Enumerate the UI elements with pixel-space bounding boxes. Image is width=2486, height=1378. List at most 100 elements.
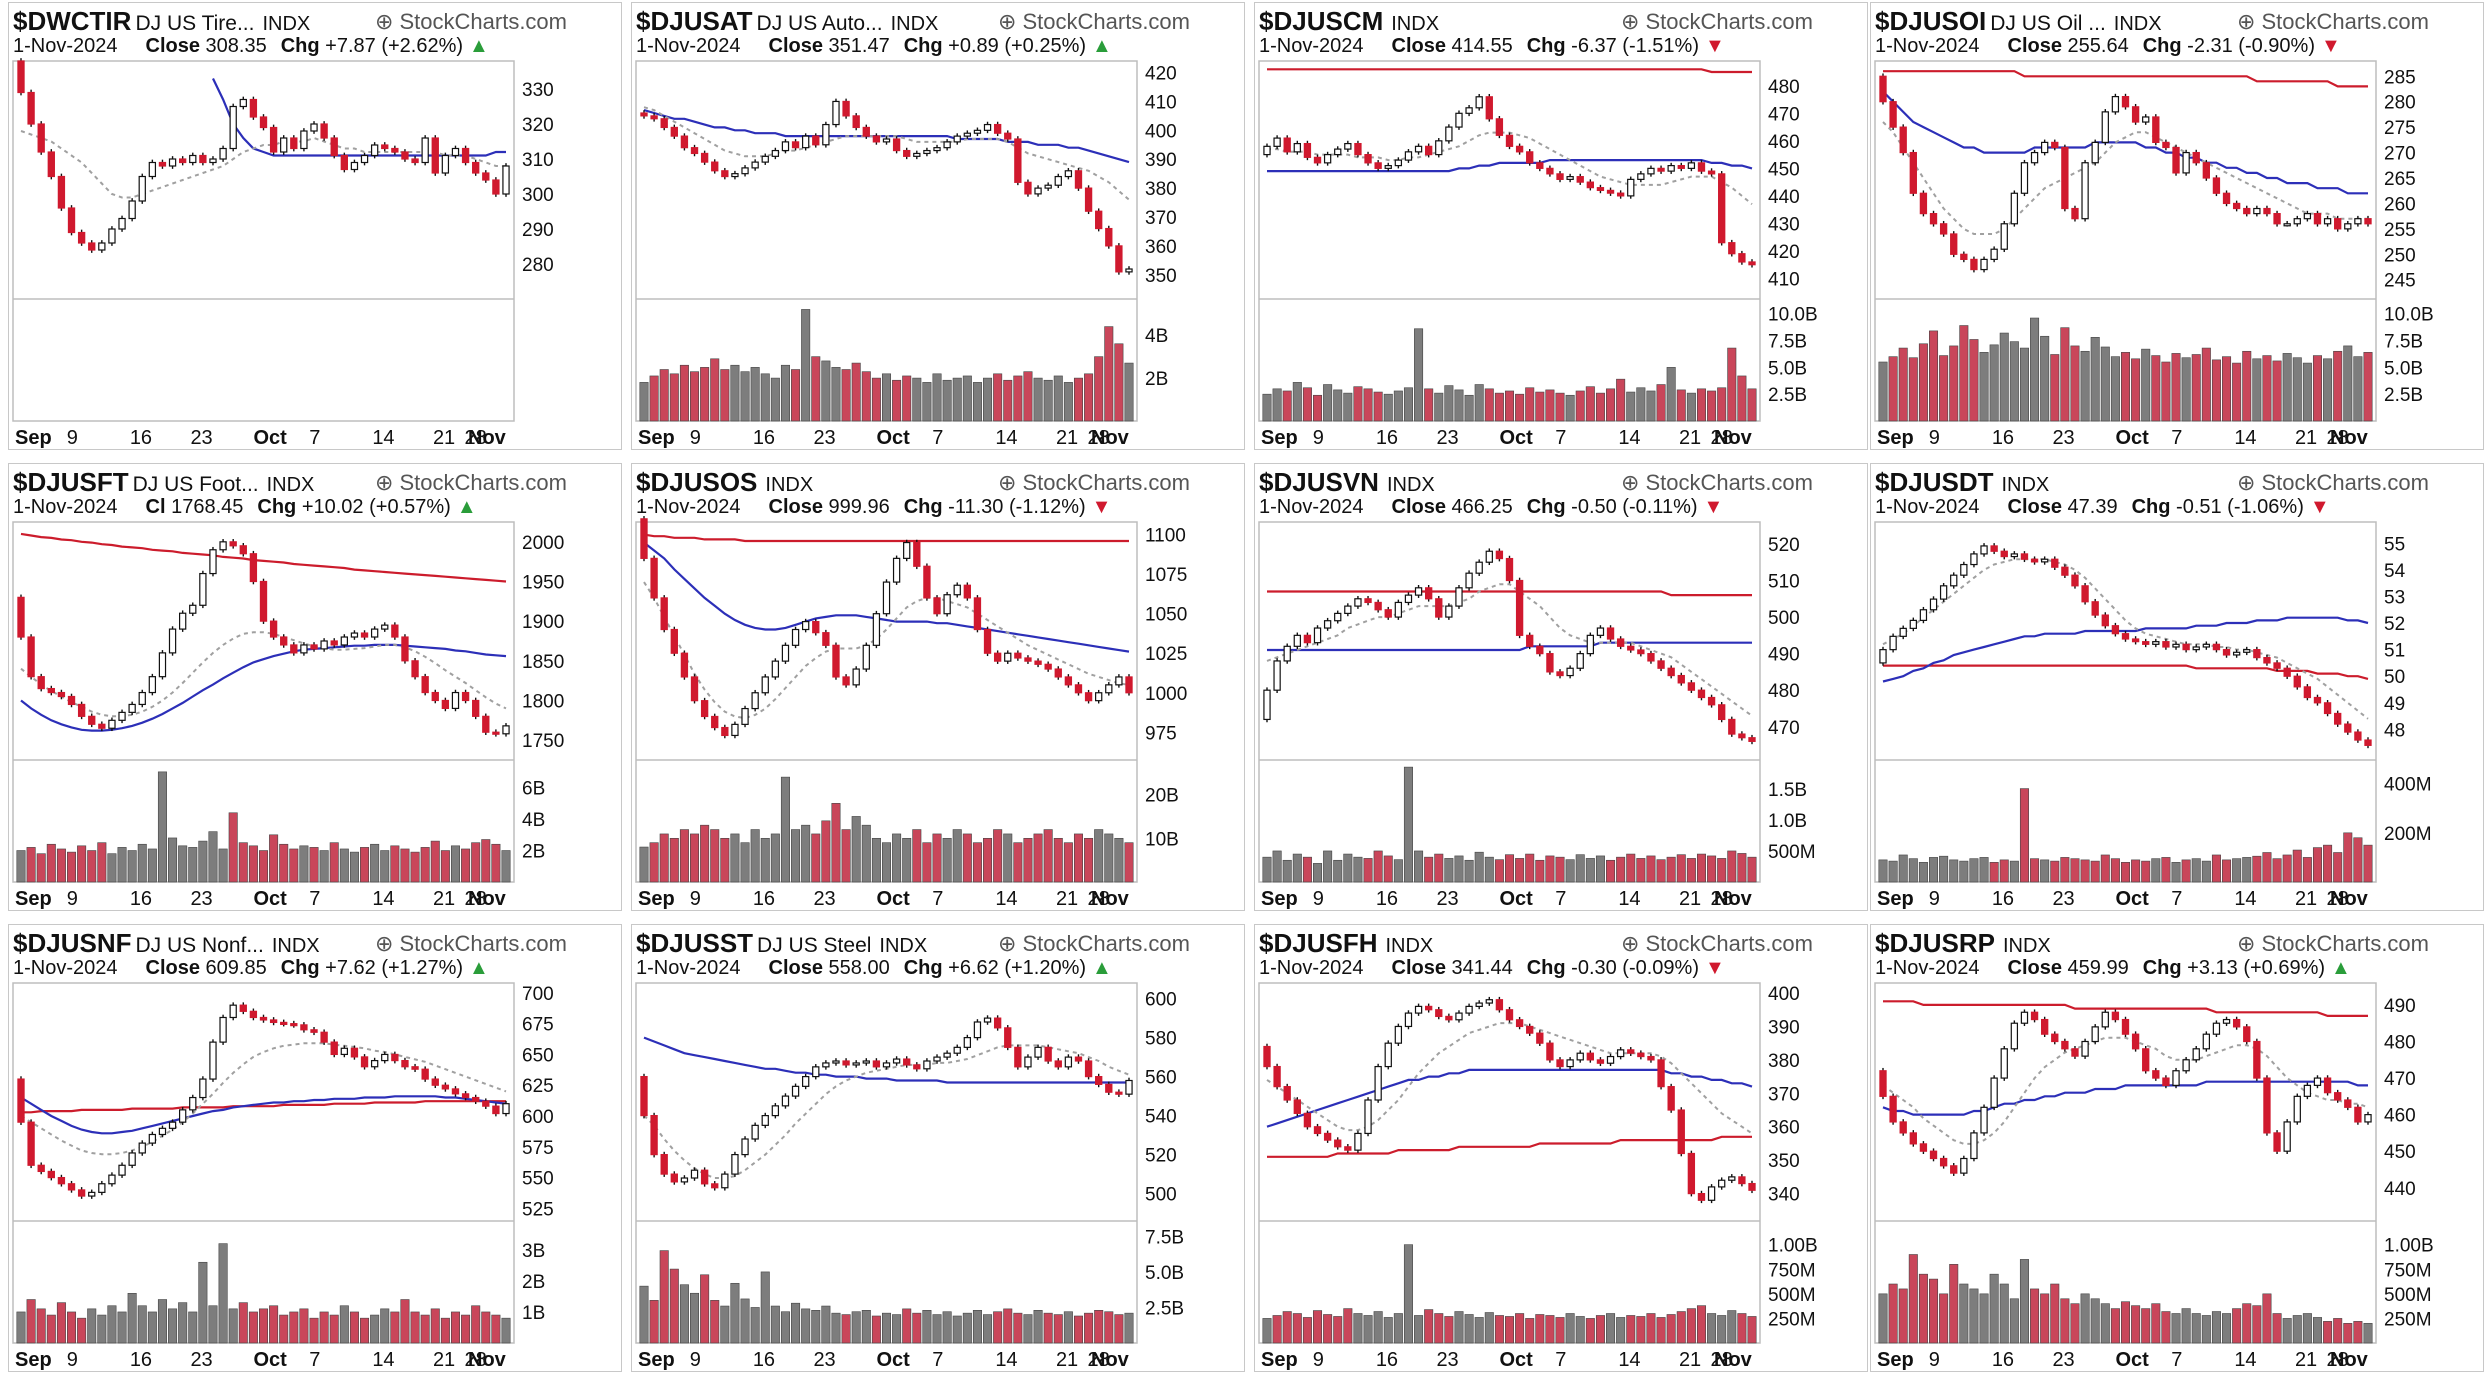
chart-panel-djusnf[interactable]: $DJUSNF DJ US Nonf... INDX ⊕ StockCharts.co… <box>8 924 622 1372</box>
candle <box>2192 644 2200 653</box>
candle <box>832 642 840 680</box>
candle <box>2010 190 2019 227</box>
chart-panel-djusdt[interactable]: $DJUSDT INDX ⊕ StockCharts.com 1-Nov-2024 Cl… <box>1870 463 2484 911</box>
volume-bar <box>639 382 649 422</box>
down-arrow-icon: ▼ <box>2321 35 2341 57</box>
chart-panel-djusvn[interactable]: $DJUSVN INDX ⊕ StockCharts.com 1-Nov-2024 Cl… <box>1254 463 1868 911</box>
chart-panel-djusfh[interactable]: $DJUSFH INDX ⊕ StockCharts.com 1-Nov-2024 Cl… <box>1254 924 1868 1372</box>
candle <box>2212 175 2221 197</box>
volume-bar <box>2323 844 2333 883</box>
candle <box>690 144 699 157</box>
x-tick-label: 28 <box>2326 888 2348 910</box>
volume-bar <box>1969 339 1979 422</box>
volume-tick-label: 1.00B <box>2384 1236 2434 1257</box>
volume-bar <box>1494 859 1504 883</box>
chart-panel-djusst[interactable]: $DJUSST DJ US Steel INDX ⊕ StockCharts.com 1… <box>631 924 1245 1372</box>
volume-bar <box>1646 390 1656 422</box>
volume-bar <box>679 364 689 422</box>
volume-bar <box>1727 347 1737 422</box>
volume-bar <box>2070 858 2080 883</box>
close-value: 351.47 <box>822 35 890 57</box>
y-tick-label: 420 <box>1145 64 1177 85</box>
volume-bar <box>410 1311 420 1344</box>
candle <box>1647 1053 1655 1063</box>
x-tick-label: 23 <box>190 1349 212 1371</box>
candle <box>1515 577 1524 639</box>
chart-panel-djusoi[interactable]: $DJUSOI DJ US Oil ... INDX ⊕ StockCharts.co… <box>1870 2 2484 450</box>
volume-bar <box>1707 390 1717 422</box>
close-value: 47.39 <box>2061 496 2118 518</box>
candle <box>219 145 227 162</box>
volume-bar <box>983 377 993 422</box>
chart-header: $DJUSAT DJ US Auto... INDX <box>636 6 938 37</box>
candle <box>2253 1038 2261 1081</box>
candle <box>2020 1009 2029 1027</box>
candle <box>1394 599 1403 620</box>
source-label: ⊕ StockCharts.com <box>2237 9 2429 35</box>
candle <box>842 98 850 119</box>
x-tick-label: 9 <box>690 888 701 910</box>
candle <box>472 1094 480 1105</box>
chart-panel-dwctir[interactable]: $DWCTIR DJ US Tire... INDX ⊕ StockCharts.co… <box>8 2 622 450</box>
volume-bar <box>831 367 841 422</box>
candle <box>1627 643 1635 653</box>
volume-bar <box>730 364 740 422</box>
source-text: StockCharts.com <box>399 9 568 34</box>
ma-mid-line <box>643 541 1130 653</box>
volume-bar <box>1696 388 1706 422</box>
chart-panel-djusat[interactable]: $DJUSAT DJ US Auto... INDX ⊕ StockCharts.co… <box>631 2 1245 450</box>
candle <box>1414 1003 1423 1016</box>
volume-bar <box>1686 858 1696 883</box>
volume-bar <box>147 848 157 883</box>
volume-bar <box>750 1307 760 1344</box>
volume-tick-label: 250M <box>2384 1309 2432 1330</box>
candle <box>1707 168 1716 177</box>
candle <box>1404 1010 1413 1030</box>
volume-bar <box>780 1311 790 1344</box>
volume-bar <box>2211 1311 2221 1344</box>
chart-summary: 1-Nov-2024 Close 609.85 Chg +7.62 (+1.27%)… <box>13 957 489 980</box>
candle <box>2061 564 2069 578</box>
volume-bar <box>962 375 972 422</box>
volume-bar <box>2040 859 2050 883</box>
y-tick-label: 510 <box>1768 572 1800 593</box>
volume-bar <box>1313 863 1323 883</box>
candle <box>2162 1075 2170 1089</box>
candle <box>1879 1067 1887 1100</box>
candle <box>1748 1180 1756 1194</box>
volume-bar <box>1353 386 1363 422</box>
volume-bar <box>1403 766 1413 883</box>
chart-panel-djusrp[interactable]: $DJUSRP INDX ⊕ StockCharts.com 1-Nov-2024 Cl… <box>1870 924 2484 1372</box>
volume-bar <box>1999 1283 2009 1344</box>
volume-bar <box>972 1310 982 1344</box>
candle <box>391 622 399 640</box>
candle <box>963 130 972 139</box>
candle <box>1536 643 1544 657</box>
candle <box>1909 1130 1917 1147</box>
volume-bar <box>2050 1283 2060 1344</box>
chart-panel-djuscm[interactable]: $DJUSCM INDX ⊕ StockCharts.com 1-Nov-2024 Cl… <box>1254 2 1868 450</box>
candle <box>1054 173 1062 189</box>
candle <box>1929 210 1938 227</box>
ma-short-line <box>1882 121 2368 235</box>
close-value: 466.25 <box>1445 496 1513 518</box>
candle <box>751 1122 759 1142</box>
candle <box>1647 165 1655 177</box>
candle <box>1074 167 1083 191</box>
candle <box>98 721 106 732</box>
chart-panel-djusos[interactable]: $DJUSOS INDX ⊕ StockCharts.com 1-Nov-2024 Cl… <box>631 463 1245 911</box>
ma-mid-line <box>1882 1080 2368 1116</box>
chart-panel-djusft[interactable]: $DJUSFT DJ US Foot... INDX ⊕ StockCharts.co… <box>8 463 622 911</box>
candle <box>381 142 389 152</box>
volume-bar <box>2272 360 2282 422</box>
candle <box>1616 636 1625 650</box>
candle <box>700 150 709 165</box>
candle <box>88 713 96 728</box>
volume-bar <box>1959 860 1969 883</box>
volume-bar <box>2353 356 2363 422</box>
candle <box>310 121 318 134</box>
volume-bar <box>107 853 117 883</box>
x-tick-label: 23 <box>2052 888 2074 910</box>
candle <box>138 689 146 708</box>
